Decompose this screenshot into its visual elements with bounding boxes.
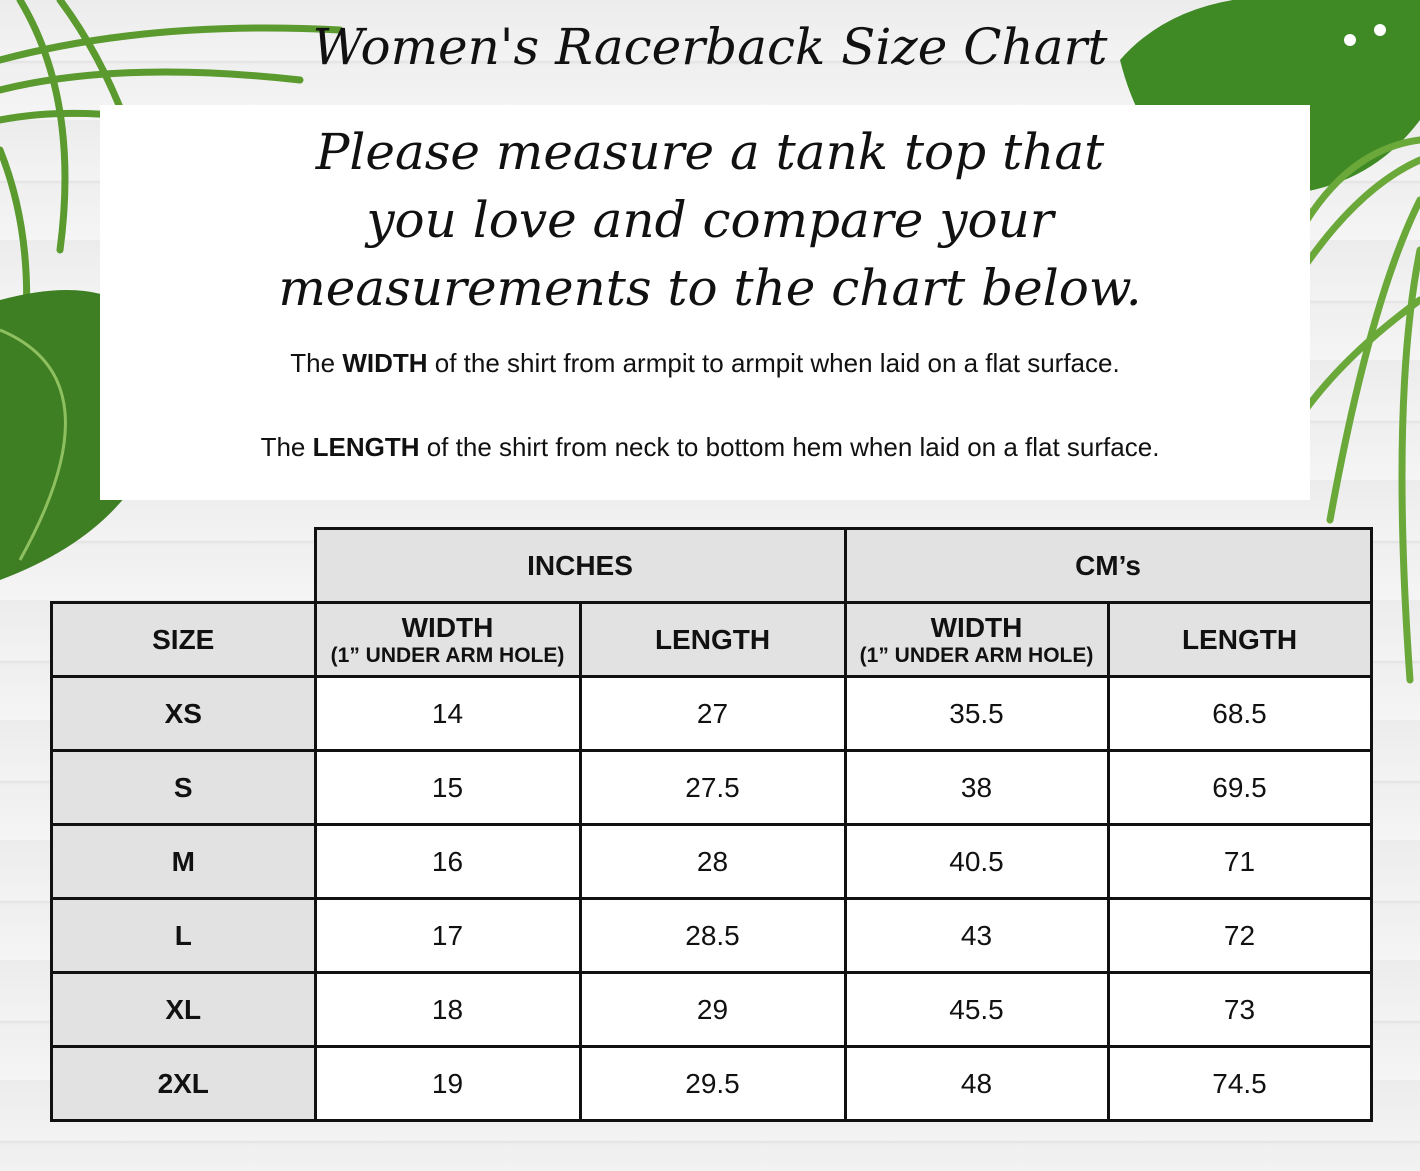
page-title: Women's Racerback Size Chart: [312, 18, 1108, 76]
value-cell: 27: [578, 675, 847, 752]
value-cell: 71: [1106, 823, 1373, 900]
value-cell: 72: [1106, 897, 1373, 974]
value-cell: 43: [843, 897, 1110, 974]
value-cell: 28: [578, 823, 847, 900]
width-cm-header: WIDTH (1” UNDER ARM HOLE): [843, 601, 1110, 678]
table-row: 2XL 19 29.5 48 74.5: [50, 1045, 1373, 1122]
intro-panel: [100, 105, 1310, 500]
table-row: S 15 27.5 38 69.5: [50, 749, 1373, 826]
sublabel: (1” UNDER ARM HOLE): [330, 643, 565, 667]
inches-header: INCHES: [313, 527, 847, 604]
intro-text: Please measure a tank top that you love …: [0, 118, 1420, 322]
intro-line: Please measure a tank top that: [315, 123, 1105, 181]
size-cell: XL: [50, 971, 317, 1048]
text: of the shirt from neck to bottom hem whe…: [419, 432, 1160, 462]
text: The: [290, 348, 343, 378]
value-cell: 68.5: [1106, 675, 1373, 752]
sublabel: (1” UNDER ARM HOLE): [859, 643, 1094, 667]
size-table: INCHES CM’s SIZE WIDTH (1” UNDER ARM HOLE…: [50, 527, 1373, 1122]
table-row: XL 18 29 45.5 73: [50, 971, 1373, 1048]
text: of the shirt from armpit to armpit when …: [427, 348, 1120, 378]
value-cell: 48: [843, 1045, 1110, 1122]
group-header-row: INCHES CM’s: [52, 527, 1373, 604]
value-cell: 17: [313, 897, 582, 974]
value-cell: 45.5: [843, 971, 1110, 1048]
empty-cell: [52, 529, 316, 603]
width-instruction: The WIDTH of the shirt from armpit to ar…: [0, 348, 1415, 379]
width-in-header: WIDTH (1” UNDER ARM HOLE): [313, 601, 582, 678]
length-instruction: The LENGTH of the shirt from neck to bot…: [0, 432, 1420, 463]
length-in-header: LENGTH: [578, 601, 847, 678]
value-cell: 18: [313, 971, 582, 1048]
text: The: [260, 432, 313, 462]
value-cell: 27.5: [578, 749, 847, 826]
value-cell: 69.5: [1106, 749, 1373, 826]
table-row: XS 14 27 35.5 68.5: [50, 675, 1373, 752]
value-cell: 35.5: [843, 675, 1110, 752]
value-cell: 29.5: [578, 1045, 847, 1122]
value-cell: 40.5: [843, 823, 1110, 900]
size-cell: M: [50, 823, 317, 900]
value-cell: 38: [843, 749, 1110, 826]
value-cell: 14: [313, 675, 582, 752]
text-bold: LENGTH: [312, 432, 420, 462]
label: WIDTH: [930, 611, 1023, 643]
intro-line: measurements to the chart below.: [278, 259, 1142, 317]
cm-header: CM’s: [843, 527, 1373, 604]
table-row: M 16 28 40.5 71: [50, 823, 1373, 900]
label: WIDTH: [401, 611, 494, 643]
size-cell: S: [50, 749, 317, 826]
intro-line: you love and compare your: [366, 191, 1054, 249]
value-cell: 28.5: [578, 897, 847, 974]
value-cell: 29: [578, 971, 847, 1048]
column-header-row: SIZE WIDTH (1” UNDER ARM HOLE) LENGTH WID…: [50, 601, 1373, 678]
size-header: SIZE: [50, 601, 317, 678]
size-cell: 2XL: [50, 1045, 317, 1122]
value-cell: 16: [313, 823, 582, 900]
value-cell: 19: [313, 1045, 582, 1122]
size-cell: XS: [50, 675, 317, 752]
value-cell: 74.5: [1106, 1045, 1373, 1122]
value-cell: 15: [313, 749, 582, 826]
size-cell: L: [50, 897, 317, 974]
value-cell: 73: [1106, 971, 1373, 1048]
length-cm-header: LENGTH: [1106, 601, 1373, 678]
text-bold: WIDTH: [342, 348, 428, 378]
table-row: L 17 28.5 43 72: [50, 897, 1373, 974]
